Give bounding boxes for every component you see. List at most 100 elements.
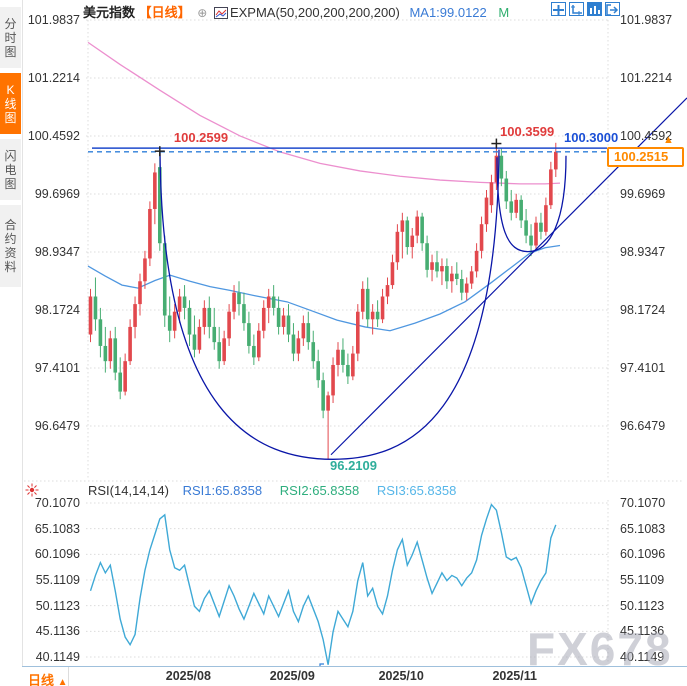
candle-body <box>450 273 454 282</box>
chart-toolbar <box>551 2 620 16</box>
candle-body <box>331 364 335 396</box>
indicator-label[interactable]: EXPMA(50,200,200,200,200) <box>229 5 400 20</box>
period-tag[interactable]: 【日线】 <box>138 5 191 20</box>
candle-body <box>271 296 276 308</box>
date-label: 2025/09 <box>269 669 315 683</box>
crosshair-move-icon[interactable] <box>551 2 566 16</box>
bar-chart-icon[interactable] <box>587 2 602 16</box>
sidebar-tab-4[interactable]: 合约资料 <box>0 205 21 287</box>
candle-body <box>459 278 464 293</box>
candle-body <box>479 224 484 251</box>
candle-body <box>415 216 419 236</box>
candle-body <box>197 326 202 350</box>
period-cell <box>22 667 69 686</box>
export-icon[interactable] <box>605 2 620 16</box>
candle-body <box>153 172 157 209</box>
candle-body <box>375 311 380 320</box>
sidebar-tab-1[interactable]: 分时图 <box>0 7 21 68</box>
axis-label: 98.1724 <box>34 303 80 317</box>
candle-body <box>464 283 469 293</box>
candle-body <box>133 304 137 327</box>
candle-body <box>380 296 385 320</box>
axis-label: 40.1149 <box>620 650 665 664</box>
date-label: 2025/10 <box>378 669 424 683</box>
sidebar-tab-3[interactable]: 闪电图 <box>0 139 21 200</box>
axis-label: 99.6969 <box>620 187 666 201</box>
axis-label: 45.1136 <box>35 624 80 639</box>
candle-body <box>108 338 113 362</box>
candle-body <box>440 266 444 272</box>
candle-body <box>227 311 231 339</box>
axis-label: 99.6969 <box>34 187 80 201</box>
candle-body <box>187 307 192 335</box>
candle-body <box>509 201 514 213</box>
symbol-name: 美元指数 <box>83 5 136 20</box>
candle-body <box>435 262 439 272</box>
candle-body <box>291 334 296 354</box>
candle-body <box>167 315 172 331</box>
candle-body <box>93 296 98 320</box>
current-price-box: 100.2515 <box>607 147 684 167</box>
candle-body <box>504 178 509 202</box>
indicator-settings-icon[interactable] <box>25 483 39 502</box>
period-selector[interactable]: 日线 ▲ <box>28 673 68 686</box>
candle-body <box>549 169 553 206</box>
candle-body <box>341 349 345 365</box>
candle-body <box>489 182 494 206</box>
candle-body <box>494 155 499 183</box>
candle-body <box>88 296 93 335</box>
candle-body <box>281 315 286 327</box>
add-indicator-icon[interactable]: ⊕ <box>197 6 208 20</box>
candle-body <box>539 222 543 232</box>
candle-body <box>395 231 400 263</box>
hline-price-label: 100.3000 <box>564 130 619 145</box>
candle-body <box>301 323 306 339</box>
axis-label: 65.1083 <box>620 521 666 536</box>
period-dropdown-arrow-icon: ▲ <box>57 677 68 686</box>
candle-body <box>148 208 152 259</box>
candle-body <box>261 307 266 331</box>
axis-label: 100.4592 <box>620 128 673 143</box>
rsi-title[interactable]: RSI(14,14,14) <box>88 483 169 498</box>
axis-scale-icon[interactable] <box>569 2 584 16</box>
candle-body <box>430 262 434 270</box>
candle-body <box>296 338 301 354</box>
handle-drawing <box>496 155 567 253</box>
candle-body <box>103 345 108 362</box>
candle-body <box>514 199 518 213</box>
candle-body <box>162 243 167 316</box>
candle-body <box>237 292 241 305</box>
candle-body <box>123 361 127 392</box>
axis-label: 97.4101 <box>34 361 80 375</box>
candle-body <box>346 364 350 377</box>
candle-body <box>529 235 533 246</box>
ma2-value-truncated: M <box>498 5 510 20</box>
time-axis-bar: 日线 ▲ <box>22 666 687 686</box>
candle-body <box>554 151 558 170</box>
candle-body <box>519 199 523 221</box>
candle-body <box>143 258 147 282</box>
axis-label: 96.6479 <box>620 419 666 433</box>
candle-body <box>351 353 355 377</box>
candle-body <box>484 197 489 225</box>
axis-label: 45.1136 <box>620 624 665 639</box>
candle-body <box>390 262 395 286</box>
candle-body <box>172 311 177 331</box>
candle-body <box>474 250 479 272</box>
candle-body <box>499 155 504 179</box>
rsi1-value: RSI1:65.8358 <box>182 483 263 498</box>
cup-drawing <box>159 149 500 460</box>
candle-body <box>365 288 370 320</box>
candle-body <box>113 338 118 373</box>
candle-body <box>321 380 325 411</box>
rsi-line <box>89 503 557 665</box>
axis-label: 55.1109 <box>35 573 80 587</box>
date-label: 2025/11 <box>492 669 537 683</box>
axis-label: 101.9837 <box>620 13 673 27</box>
candle-body <box>138 281 142 305</box>
candle-body <box>222 338 226 362</box>
